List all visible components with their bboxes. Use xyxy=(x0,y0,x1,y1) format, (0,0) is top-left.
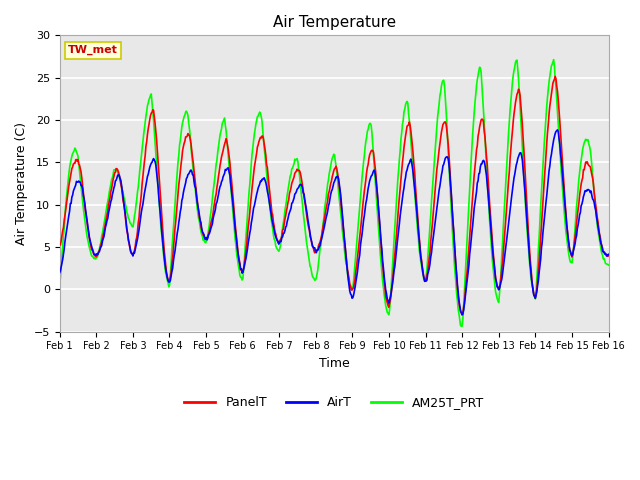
PanelT xyxy=(605,253,612,259)
Line: AM25T_PRT: AM25T_PRT xyxy=(60,60,609,326)
AM25T_PRT xyxy=(207,210,214,216)
Title: Air Temperature: Air Temperature xyxy=(273,15,396,30)
AirT xyxy=(178,198,186,204)
PanelT xyxy=(66,179,74,185)
AM25T_PRT xyxy=(605,262,612,268)
Line: PanelT: PanelT xyxy=(60,76,609,314)
AM25T_PRT xyxy=(417,259,424,264)
AM25T_PRT xyxy=(66,165,74,171)
X-axis label: Time: Time xyxy=(319,357,349,370)
PanelT xyxy=(551,73,559,79)
AirT xyxy=(207,226,214,231)
AirT xyxy=(458,312,466,318)
Line: AirT: AirT xyxy=(60,130,609,315)
AirT xyxy=(122,218,130,224)
AirT xyxy=(66,208,74,214)
Text: TW_met: TW_met xyxy=(68,45,118,55)
AirT xyxy=(401,179,408,184)
PanelT xyxy=(401,138,408,144)
Y-axis label: Air Temperature (C): Air Temperature (C) xyxy=(15,122,28,245)
PanelT xyxy=(56,242,63,248)
AM25T_PRT xyxy=(550,57,557,62)
AM25T_PRT xyxy=(56,282,63,288)
Legend: PanelT, AirT, AM25T_PRT: PanelT, AirT, AM25T_PRT xyxy=(179,391,489,414)
AM25T_PRT xyxy=(458,324,466,329)
AirT xyxy=(554,127,561,133)
PanelT xyxy=(417,252,424,258)
PanelT xyxy=(207,221,214,227)
AM25T_PRT xyxy=(122,204,130,209)
AM25T_PRT xyxy=(401,106,408,112)
AirT xyxy=(417,254,424,260)
AirT xyxy=(56,270,63,276)
PanelT xyxy=(122,221,130,227)
AM25T_PRT xyxy=(178,124,186,130)
AirT xyxy=(605,252,612,257)
PanelT xyxy=(459,312,467,317)
PanelT xyxy=(178,156,186,161)
